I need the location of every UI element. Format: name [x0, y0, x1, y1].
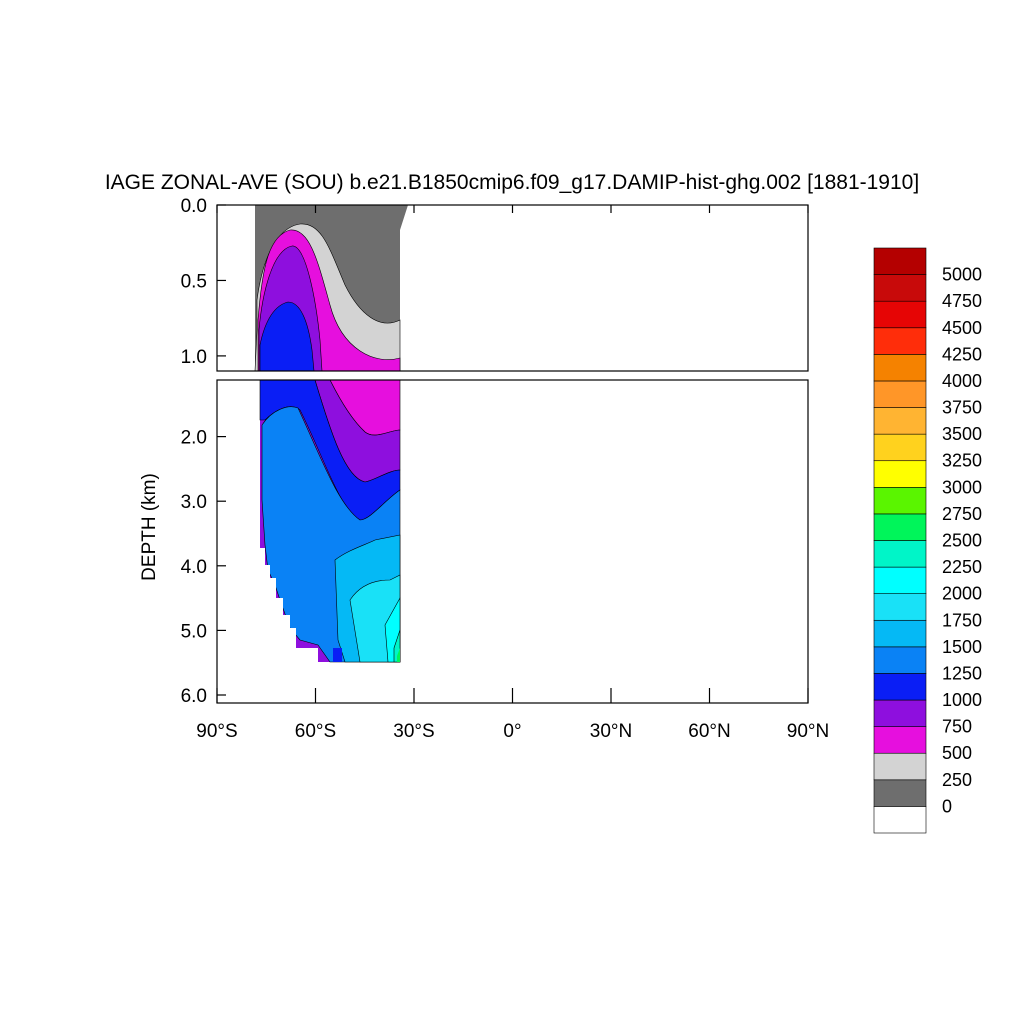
x-tick-label: 60°N	[688, 721, 730, 742]
x-tick-label: 30°N	[590, 721, 632, 742]
colorbar-label: 4500	[942, 318, 982, 338]
y-axis-label: DEPTH (km)	[139, 473, 160, 581]
colorbar-swatch	[873, 487, 927, 515]
colorbar-swatch	[873, 407, 927, 435]
x-tick-label: 0°	[503, 721, 521, 742]
x-tick-label: 60°S	[295, 721, 336, 742]
colorbar-label: 2500	[942, 531, 982, 551]
upper-panel-contours	[254, 205, 408, 371]
colorbar-swatch	[873, 593, 927, 621]
colorbar-label: 250	[942, 770, 972, 790]
colorbar-swatch	[873, 354, 927, 382]
y-tick-label: 1.0	[181, 347, 207, 368]
colorbar-label: 1000	[942, 690, 982, 710]
colorbar-label: 2000	[942, 584, 982, 604]
colorbar-swatch	[873, 380, 927, 408]
colorbar-swatch	[873, 566, 927, 594]
colorbar-swatch	[873, 752, 927, 781]
colorbar-label: 500	[942, 743, 972, 763]
y-tick-label: 4.0	[181, 557, 207, 578]
chart-title: IAGE ZONAL-AVE (SOU) b.e21.B1850cmip6.f0…	[105, 171, 919, 194]
colorbar-label: 3000	[942, 477, 982, 497]
contour-fill-2750	[397, 648, 400, 662]
colorbar-swatch	[873, 274, 927, 302]
x-tick-label: 90°N	[787, 721, 829, 742]
colorbar-swatch	[873, 619, 927, 648]
colorbar-label: 2750	[942, 504, 982, 524]
colorbar-label: 2250	[942, 557, 982, 577]
colorbar-swatch	[873, 300, 927, 329]
colorbar: 0 250 500 750 1000 1250 1500 1750 2000 2250 2500 27…	[873, 247, 982, 834]
colorbar-swatch	[873, 699, 927, 727]
colorbar-label: 4000	[942, 371, 982, 391]
x-tick-label: 90°S	[196, 721, 237, 742]
y-tick-label: 5.0	[181, 621, 207, 642]
colorbar-swatch	[873, 433, 927, 462]
colorbar-swatch	[873, 327, 927, 355]
colorbar-label: 1500	[942, 637, 982, 657]
y-tick-label: 3.0	[181, 492, 207, 513]
colorbar-swatch	[873, 806, 927, 834]
colorbar-swatch	[873, 779, 927, 807]
y-tick-label: 2.0	[181, 428, 207, 449]
colorbar-label: 1250	[942, 663, 982, 683]
colorbar-label: 5000	[942, 265, 982, 285]
colorbar-label: 0	[942, 796, 952, 816]
colorbar-label: 3500	[942, 424, 982, 444]
lower-y-axis: 2.0 3.0 4.0 5.0 6.0	[181, 428, 226, 707]
y-tick-label: 0.0	[181, 196, 207, 217]
colorbar-swatch	[873, 513, 927, 541]
colorbar-swatch	[873, 726, 927, 754]
colorbar-label: 3750	[942, 398, 982, 418]
colorbar-swatch	[873, 460, 927, 488]
colorbar-label: 1750	[942, 610, 982, 630]
y-tick-label: 6.0	[181, 686, 207, 707]
colorbar-swatch	[873, 540, 927, 568]
lower-panel-contours	[217, 380, 401, 663]
colorbar-label: 3250	[942, 451, 982, 471]
colorbar-swatch	[873, 646, 927, 674]
colorbar-swatch	[873, 247, 927, 275]
x-tick-label: 30°S	[393, 721, 434, 742]
bottom-topography-deep	[333, 648, 342, 662]
contour-fill-1250	[259, 301, 315, 371]
colorbar-label: 4750	[942, 291, 982, 311]
y-tick-label: 0.5	[181, 271, 207, 292]
upper-y-axis: 0.0 0.5 1.0	[181, 196, 226, 368]
bottom-topography	[217, 548, 318, 662]
colorbar-label: 750	[942, 717, 972, 737]
colorbar-swatch	[873, 673, 927, 701]
x-axis: 90°S 60°S 30°S 0° 30°N 60°N 90°N	[196, 205, 829, 742]
colorbar-label: 4250	[942, 344, 982, 364]
